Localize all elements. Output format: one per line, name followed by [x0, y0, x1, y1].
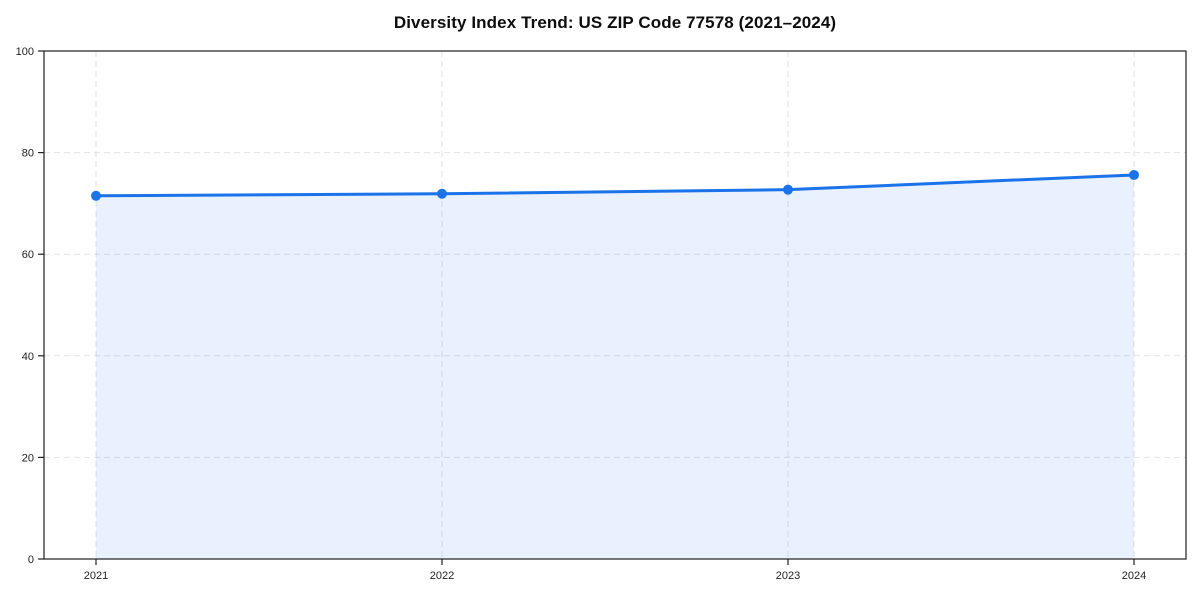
y-tick-label: 80 [22, 148, 34, 160]
axes-box [43, 50, 1187, 560]
x-tick-label: 2024 [1122, 570, 1146, 582]
chart-title: Diversity Index Trend: US ZIP Code 77578… [393, 13, 837, 32]
y-tick-label: 60 [22, 249, 34, 261]
trend-line [94, 173, 1136, 198]
x-tick-label: 2021 [84, 570, 108, 582]
y-tick-label: 0 [28, 554, 34, 566]
data-point-marker [1129, 169, 1139, 180]
x-tick-label: 2022 [430, 570, 454, 582]
data-point-marker [91, 190, 101, 201]
data-point-marker [783, 184, 793, 195]
y-tick-label: 100 [16, 46, 34, 58]
area-fill [96, 174, 1134, 559]
plot-area [44, 51, 1186, 559]
y-tick-label: 40 [22, 351, 34, 363]
x-tick-label: 2023 [776, 570, 800, 582]
y-tick-label: 20 [22, 452, 34, 464]
data-point-marker [437, 188, 447, 199]
